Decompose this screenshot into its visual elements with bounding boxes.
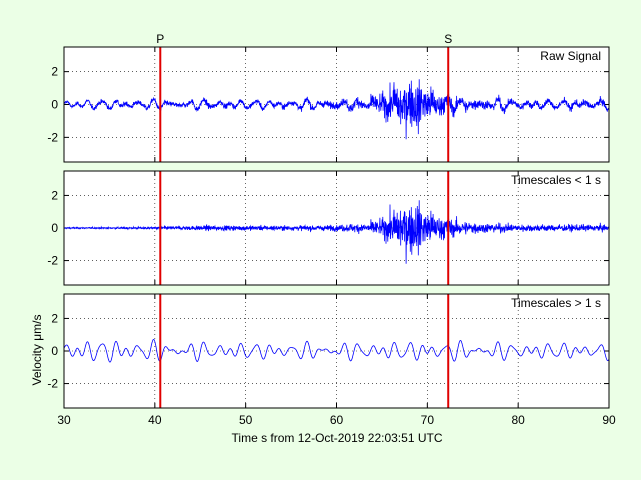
y-tick-label: 2 xyxy=(51,65,58,79)
panel-3: -2 0 2 Timescales > 1 s xyxy=(47,293,610,409)
y-tick-label: -2 xyxy=(47,254,58,268)
panel-title: Timescales < 1 s xyxy=(511,173,601,187)
x-tick-label: 80 xyxy=(511,413,525,427)
x-axis-label: Time s from 12-Oct-2019 22:03:51 UTC xyxy=(232,431,443,445)
y-axis-label: Velocity μm/s xyxy=(30,315,44,386)
signal-trace xyxy=(63,339,610,363)
x-tick-label: 90 xyxy=(602,413,616,427)
y-tick-label: 0 xyxy=(51,98,58,112)
panel-2: -2 0 2 Timescales < 1 s xyxy=(47,170,610,286)
x-tick-label: 30 xyxy=(57,413,71,427)
axes-frame xyxy=(63,293,610,409)
panel-title: Raw Signal xyxy=(540,49,601,63)
x-tick-label: 70 xyxy=(421,413,435,427)
signal-trace xyxy=(63,200,610,264)
phase-label-p: P xyxy=(156,32,164,46)
y-tick-label: 2 xyxy=(51,188,58,202)
y-tick-label: -2 xyxy=(47,130,58,144)
x-tick-label: 40 xyxy=(148,413,162,427)
y-tick-label: 2 xyxy=(51,311,58,325)
axes-frame xyxy=(63,46,610,163)
y-tick-label: 0 xyxy=(51,344,58,358)
panel-1: -2 0 2 Raw Signal xyxy=(47,46,610,163)
y-tick-label: 0 xyxy=(51,221,58,235)
phase-label-s: S xyxy=(444,32,452,46)
axes-frame xyxy=(63,170,610,286)
y-tick-label: -2 xyxy=(47,377,58,391)
x-tick-label: 50 xyxy=(239,413,253,427)
panel-title: Timescales > 1 s xyxy=(511,296,601,310)
signal-trace xyxy=(63,79,610,140)
x-tick-label: 60 xyxy=(330,413,344,427)
